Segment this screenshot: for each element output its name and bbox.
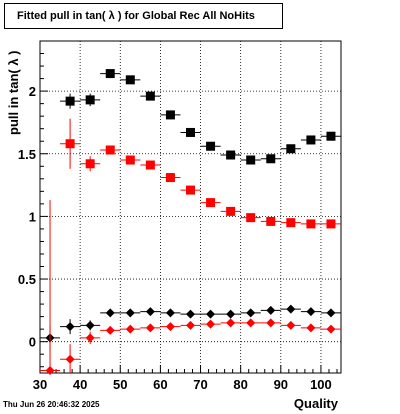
y-tick-label: 0.5 xyxy=(18,272,36,287)
data-point-diamond xyxy=(165,322,175,332)
data-point-square xyxy=(306,135,316,145)
data-point-square xyxy=(306,219,316,229)
data-point-square xyxy=(145,160,155,170)
data-point-square xyxy=(186,127,195,137)
data-point-diamond xyxy=(105,325,115,335)
data-point-diamond xyxy=(246,318,256,328)
x-tick-label: 90 xyxy=(274,377,288,392)
data-point-diamond xyxy=(65,354,75,364)
data-point-square xyxy=(206,198,216,208)
data-point-square xyxy=(226,206,236,216)
data-point-square xyxy=(85,95,95,105)
data-point-square xyxy=(105,145,115,155)
data-point-diamond xyxy=(246,308,256,318)
data-point-diamond xyxy=(165,308,175,318)
data-point-square xyxy=(266,216,276,226)
data-point-square xyxy=(286,144,296,154)
timestamp: Thu Jun 26 20:46:32 2025 xyxy=(3,400,100,409)
data-point-square xyxy=(286,218,296,228)
data-point-square xyxy=(65,139,75,149)
data-point-square xyxy=(266,154,276,164)
data-point-square xyxy=(125,75,135,85)
data-point-diamond xyxy=(125,308,135,318)
data-point-diamond xyxy=(226,318,236,328)
data-point-square xyxy=(326,131,336,141)
data-point-diamond xyxy=(286,304,296,314)
data-point-square xyxy=(246,213,256,223)
x-axis-label: Quality xyxy=(293,396,338,411)
x-tick-label: 60 xyxy=(153,377,167,392)
x-tick-label: 80 xyxy=(233,377,247,392)
data-point-square xyxy=(165,173,175,183)
data-point-diamond xyxy=(145,323,155,333)
data-point-diamond xyxy=(206,319,216,329)
x-tick-label: 100 xyxy=(310,377,332,392)
data-point-diamond xyxy=(206,309,216,319)
data-point-square xyxy=(326,219,336,229)
data-point-diamond xyxy=(65,322,75,332)
data-point-square xyxy=(145,91,155,101)
data-point-diamond xyxy=(266,305,276,315)
data-point-diamond xyxy=(326,324,336,334)
data-point-diamond xyxy=(85,333,95,343)
x-tick-label: 50 xyxy=(113,377,127,392)
data-point-diamond xyxy=(186,320,195,330)
x-tick-label: 40 xyxy=(73,377,87,392)
chart-title: Fitted pull in tan( λ ) for Global Rec A… xyxy=(4,3,283,29)
data-point-square xyxy=(206,141,216,151)
x-tick-label: 70 xyxy=(193,377,207,392)
data-point-diamond xyxy=(105,308,115,318)
x-tick-label: 30 xyxy=(33,377,47,392)
y-tick-label: 1 xyxy=(29,209,36,224)
data-point-square xyxy=(226,150,236,160)
data-point-square xyxy=(125,155,135,165)
data-point-square xyxy=(246,155,256,165)
data-point-diamond xyxy=(125,324,135,334)
y-tick-label: 0 xyxy=(29,335,36,350)
y-tick-label: 1.5 xyxy=(18,147,36,162)
data-point-diamond xyxy=(85,320,95,330)
data-point-square xyxy=(186,185,195,195)
data-point-square xyxy=(85,159,95,169)
y-tick-label: 2 xyxy=(29,84,36,99)
data-point-diamond xyxy=(145,307,155,317)
data-point-diamond xyxy=(226,309,236,319)
data-point-diamond xyxy=(326,308,336,318)
data-point-square xyxy=(165,110,175,120)
data-point-square xyxy=(105,69,115,79)
data-point-diamond xyxy=(306,323,316,333)
data-point-diamond xyxy=(186,309,195,319)
data-point-diamond xyxy=(306,307,316,317)
data-point-square xyxy=(65,96,75,106)
data-point-diamond xyxy=(266,318,276,328)
data-point-diamond xyxy=(286,320,296,330)
data-point-diamond xyxy=(45,365,55,375)
y-axis-label: pull in tan( λ ) xyxy=(6,50,21,136)
